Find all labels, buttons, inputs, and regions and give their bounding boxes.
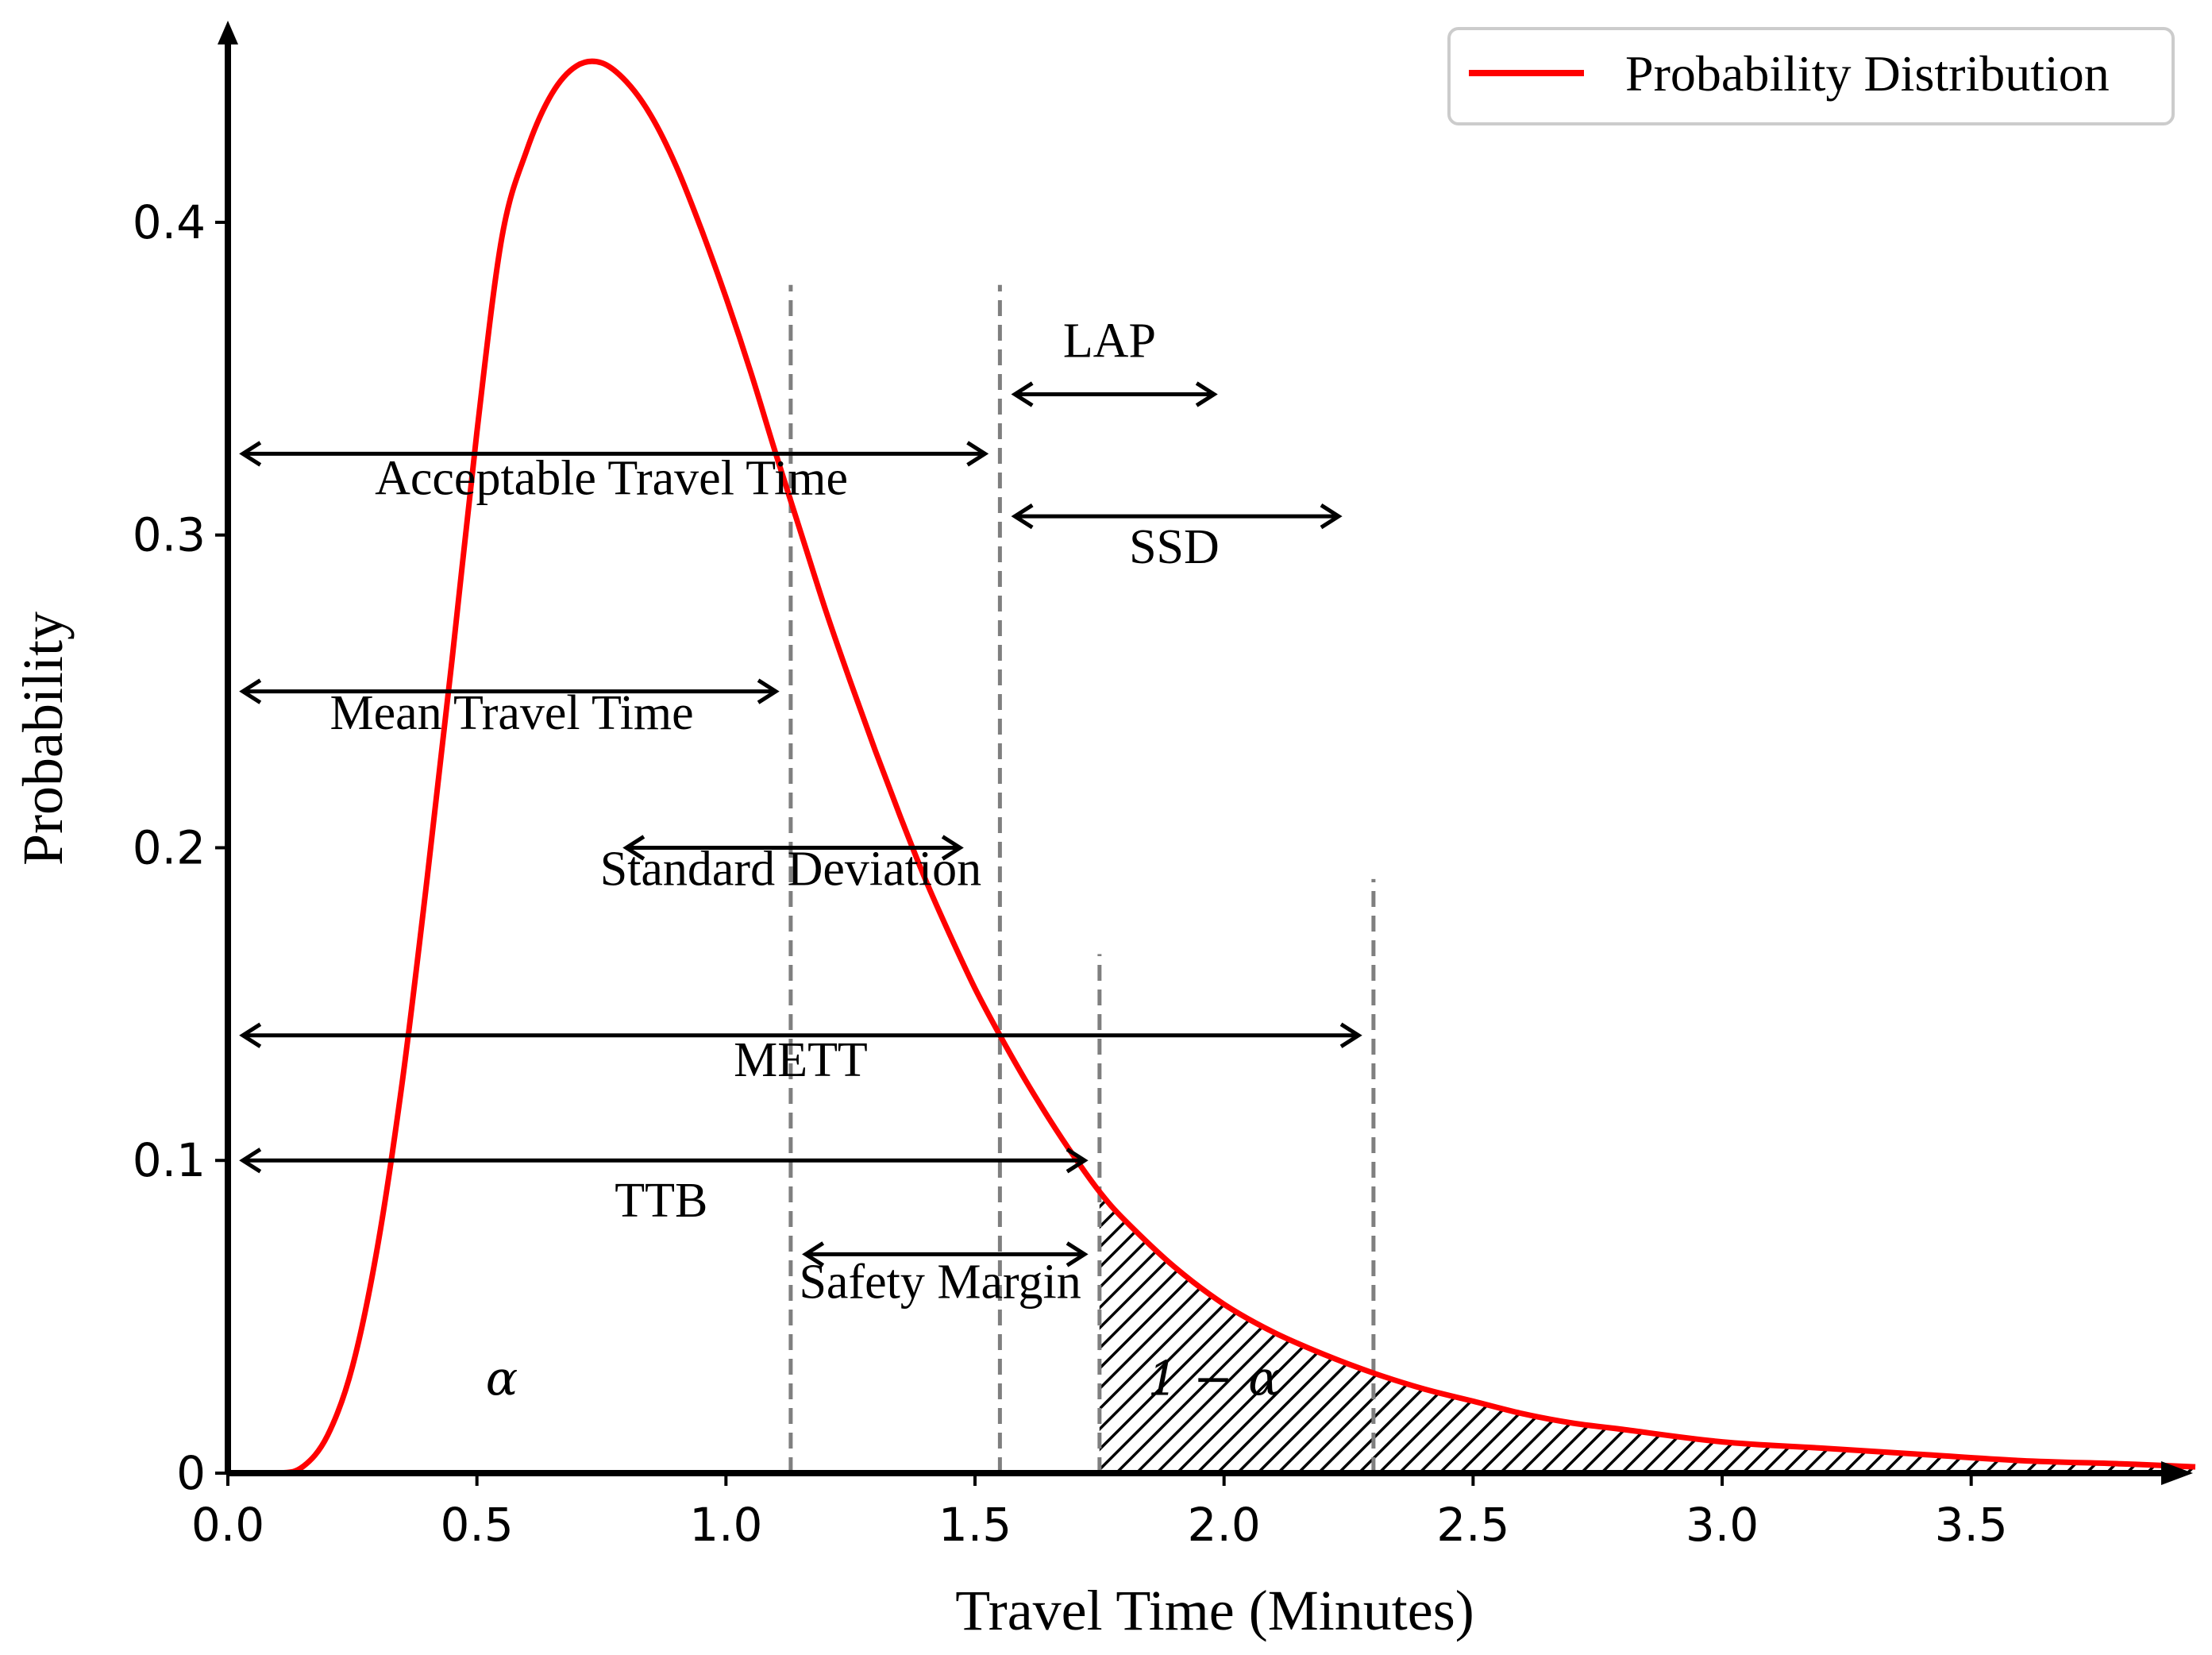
arrow-4: [622, 835, 964, 861]
y-tick-label: 0.2: [133, 820, 206, 874]
annotation-label-5: METT: [734, 1033, 868, 1087]
legend-label: Probability Distribution: [1625, 45, 2110, 102]
arrow-head-left: [802, 1241, 825, 1267]
x-axis-label: Travel Time (Minutes): [955, 1579, 1474, 1642]
x-tick-label: 1.5: [938, 1498, 1012, 1552]
arrow-head-right: [757, 678, 780, 704]
arrow-head-left: [239, 1022, 262, 1048]
arrow-head-right: [1339, 1022, 1362, 1048]
arrow-1: [239, 441, 989, 467]
y-axis-arrowhead: [218, 21, 238, 44]
annotation-label-0: LAP: [1063, 314, 1156, 368]
greek-label-0: α: [486, 1352, 518, 1407]
arrow-head-left: [1011, 381, 1034, 407]
y-tick-label: 0.4: [133, 195, 206, 249]
arrow-head-left: [239, 1148, 262, 1174]
y-axis-label: Probability: [11, 611, 75, 866]
reference-lines: [788, 284, 1376, 1473]
greek-label-1: 1 − α: [1148, 1352, 1281, 1407]
x-axis-arrowhead: [2161, 1461, 2193, 1485]
arrow-head-left: [239, 441, 262, 467]
arrow-head-left: [622, 835, 645, 861]
arrow-head-left: [239, 678, 262, 704]
arrow-head-right: [1320, 503, 1343, 530]
x-tick-label: 2.5: [1436, 1498, 1509, 1552]
y-axis-ticks: 0 0.1 0.2 0.3 0.4: [133, 195, 228, 1500]
annotation-label-1: Acceptable Travel Time: [375, 452, 848, 506]
y-tick-label: 0: [176, 1446, 206, 1500]
arrow-6: [239, 1148, 1089, 1174]
arrow-head-right: [1066, 1241, 1089, 1267]
x-axis-ticks: 0.0 0.5 1.0 1.5 2.0 2.5 3.0 3.5: [191, 1473, 2008, 1552]
probability-distribution-line: [227, 58, 2196, 1477]
annotation-arrows: [239, 381, 1362, 1267]
y-tick-label: 0.1: [133, 1133, 206, 1187]
arrow-3: [239, 678, 780, 704]
arrow-head-right: [966, 441, 989, 467]
arrow-head-right: [1195, 381, 1218, 407]
shaded-tail-region: [1099, 1191, 2195, 1473]
arrow-0: [1011, 381, 1218, 407]
x-tick-label: 3.0: [1686, 1498, 1759, 1552]
annotation-label-3: Mean Travel Time: [329, 686, 693, 740]
arrow-2: [1011, 503, 1343, 530]
x-tick-label: 2.0: [1188, 1498, 1261, 1552]
annotation-label-4: Standard Deviation: [600, 843, 981, 897]
x-tick-label: 0.0: [191, 1498, 264, 1552]
annotation-label-6: TTB: [615, 1174, 707, 1228]
x-tick-label: 1.0: [689, 1498, 762, 1552]
annotation-label-2: SSD: [1129, 520, 1220, 574]
arrow-5: [239, 1022, 1362, 1048]
arrow-7: [802, 1241, 1089, 1267]
annotation-labels: LAP Acceptable Travel Time SSD Mean Travel …: [329, 314, 1280, 1406]
x-tick-label: 3.5: [1935, 1498, 2008, 1552]
arrow-head-right: [1066, 1148, 1089, 1174]
annotation-label-7: Safety Margin: [799, 1255, 1081, 1309]
arrow-head-left: [1011, 503, 1034, 530]
y-tick-label: 0.3: [133, 508, 206, 562]
legend: Probability Distribution: [1447, 27, 2175, 125]
legend-box: [1447, 27, 2175, 125]
x-tick-label: 0.5: [441, 1498, 514, 1552]
arrow-head-right: [941, 835, 964, 861]
